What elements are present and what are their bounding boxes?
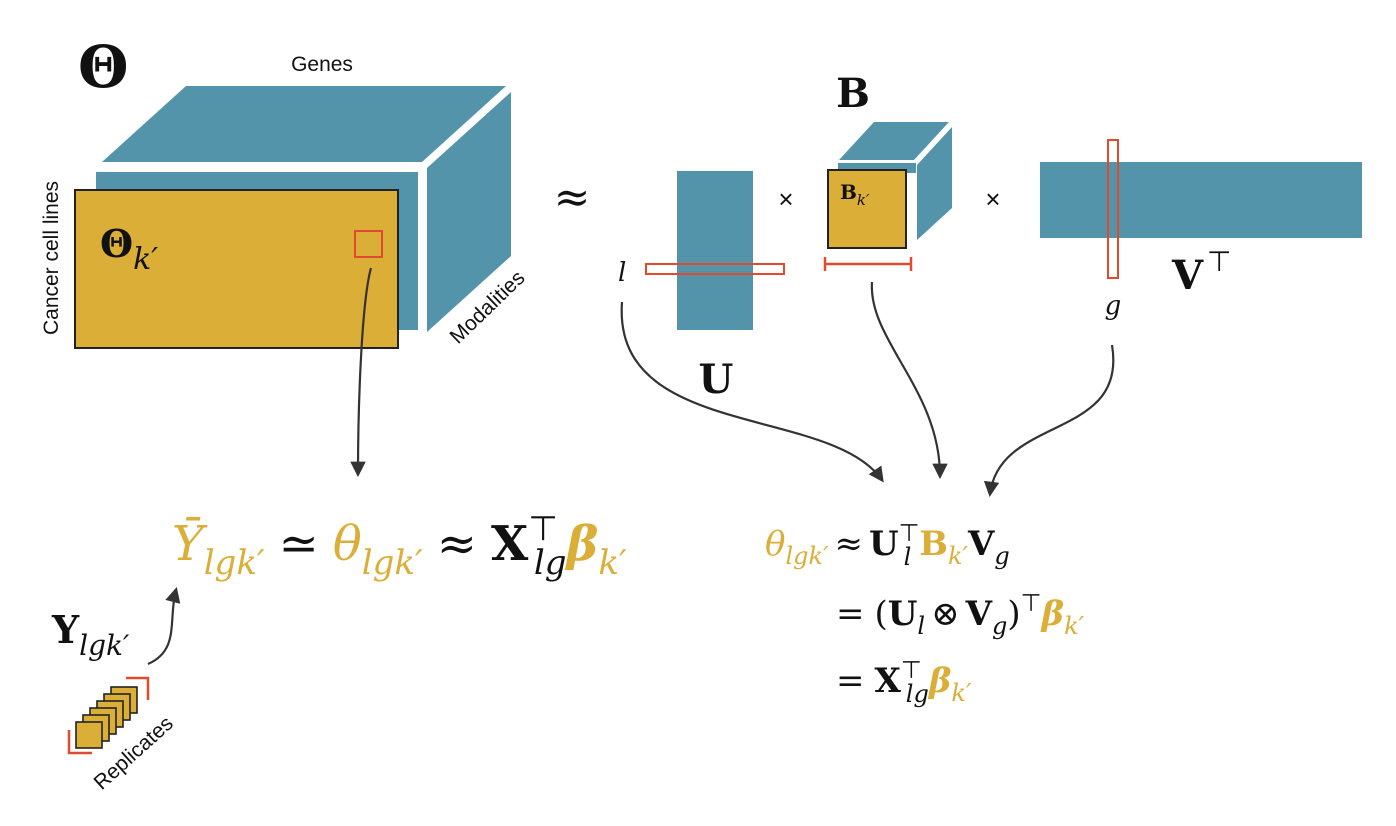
- arrow-replicates-to-ybar: [147, 587, 181, 666]
- b-label: B: [836, 70, 870, 117]
- right-equation-line-1: θlgk′ ≈ U⊤ l Bk′Vg: [765, 520, 1010, 571]
- theta-element-marker: [354, 230, 383, 258]
- genes-label: Genes: [291, 53, 353, 76]
- b-core-cube: [827, 122, 952, 249]
- theta-symbol: Θ: [78, 33, 129, 101]
- left-equation: Ȳlgk′ ≃ θlgk′ ≈ X⊤ lgβk′: [172, 510, 627, 583]
- theta-slice: [74, 189, 399, 349]
- l-index-label: l: [618, 258, 626, 288]
- b-core-right-face: [917, 127, 952, 240]
- b-core-back: [838, 163, 916, 173]
- replicate-square: [75, 721, 103, 749]
- theta-tensor-right-face: [427, 92, 511, 332]
- g-index-label: g: [1105, 291, 1122, 321]
- y-observed-label: Ylgk′: [51, 607, 130, 662]
- right-equation-line-2: = (Ul ⊗ Vg)⊤βk′: [836, 590, 1085, 640]
- u-matrix: [677, 171, 753, 330]
- replicates-stack: [67, 676, 150, 755]
- arrow-u-to-equation: [620, 301, 884, 483]
- b-slice: [827, 169, 907, 249]
- b-core-top-face: [839, 122, 949, 160]
- arrow-b-to-equation: [870, 281, 948, 480]
- u-label: U: [699, 356, 734, 403]
- u-row-marker: [645, 263, 785, 275]
- times-symbol-1: ×: [778, 184, 793, 214]
- arrow-theta-to-equation: [350, 267, 373, 478]
- arrow-v-to-equation: [983, 344, 1115, 498]
- b-slice-bracket: [823, 257, 913, 271]
- times-symbol-2: ×: [985, 184, 1000, 214]
- v-transpose-matrix: [1040, 162, 1362, 238]
- replicates-bracket-top: [126, 676, 150, 700]
- v-column-marker: [1107, 139, 1119, 279]
- approx-symbol: ≈: [554, 172, 591, 223]
- theta-slice-label: Θk′: [100, 221, 158, 277]
- b-slice-label: Bk′: [840, 180, 870, 209]
- theta-tensor-top-face: [102, 86, 506, 162]
- replicates-bracket-bottom: [67, 730, 92, 755]
- theta-tensor: [74, 86, 511, 349]
- cancer-cell-lines-label: Cancer cell lines: [40, 181, 63, 335]
- arrows: [147, 267, 1115, 666]
- right-equation-line-3: = X⊤ lgβk′: [836, 657, 972, 708]
- v-transpose-label: V ⊤: [1171, 246, 1231, 299]
